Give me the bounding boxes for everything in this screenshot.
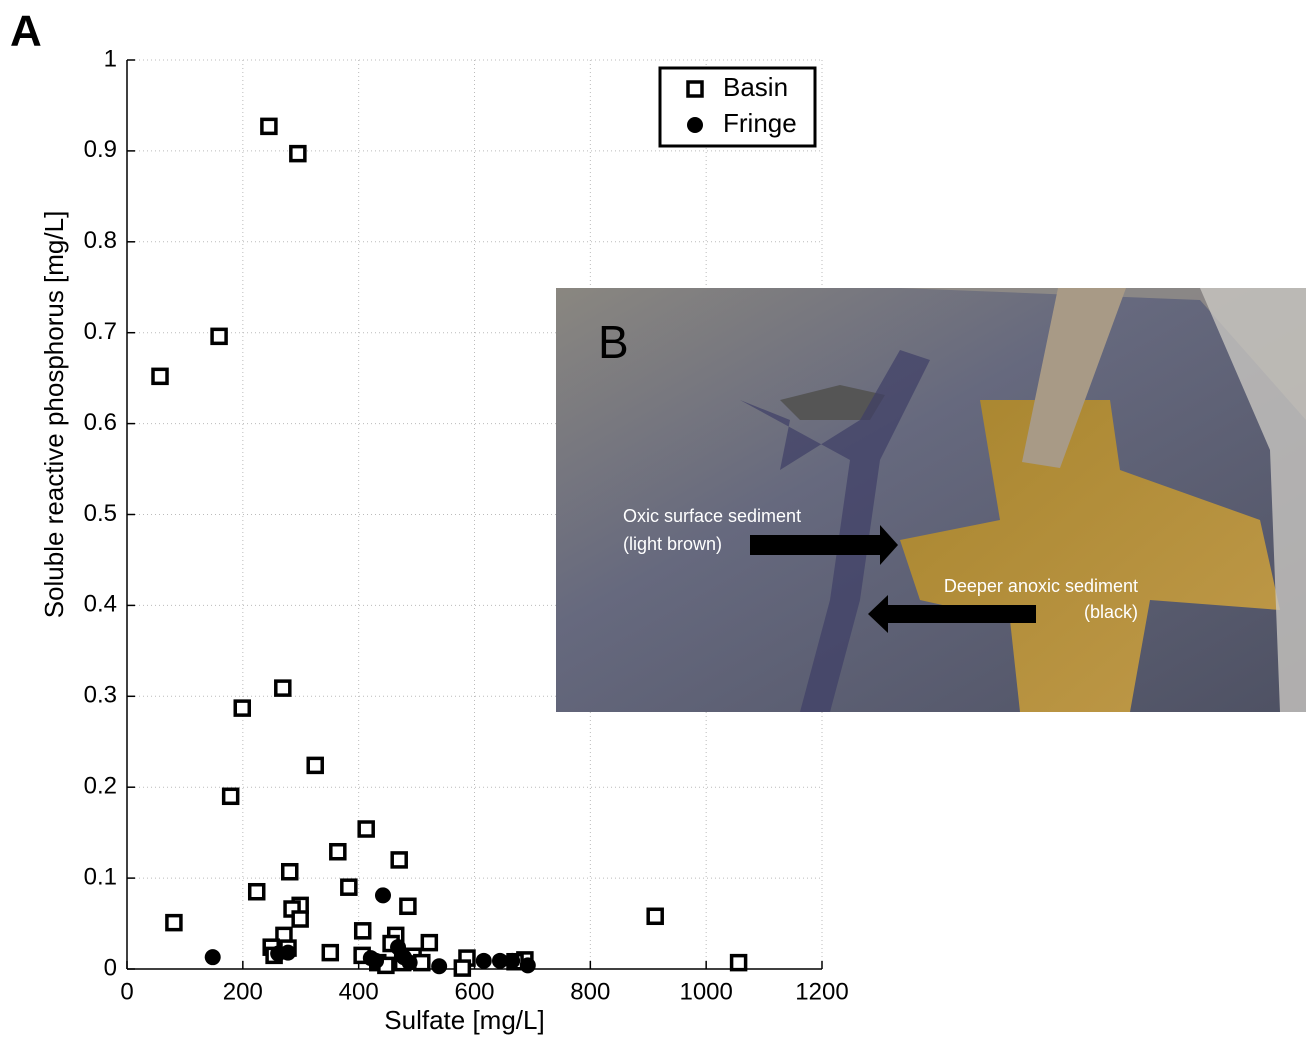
- square-marker: [329, 842, 347, 861]
- circle-marker: [204, 949, 221, 966]
- square-marker: [221, 787, 240, 806]
- arrow: [750, 525, 898, 565]
- y-tick-label: 0.4: [84, 591, 117, 618]
- circle-marker: [504, 952, 521, 969]
- square-marker: [357, 820, 375, 838]
- x-tick-label: 0: [120, 978, 133, 1005]
- photo-rock: [780, 385, 885, 420]
- square-marker: [321, 943, 340, 962]
- photo-annotation: (light brown): [623, 534, 722, 554]
- square-marker: [289, 144, 307, 163]
- y-axis-label: Soluble reactive phosphorus [mg/L]: [39, 211, 69, 619]
- photo-annotation: Oxic surface sediment: [623, 506, 801, 526]
- x-tick-label: 800: [570, 978, 610, 1005]
- arrow: [868, 595, 1036, 633]
- square-marker: [280, 862, 299, 881]
- square-marker: [165, 913, 183, 932]
- circle-marker: [374, 887, 391, 904]
- photo-post: [1022, 288, 1126, 468]
- square-marker: [233, 699, 252, 717]
- square-marker: [453, 959, 472, 977]
- square-marker: [686, 80, 704, 98]
- legend: Basin Fringe: [658, 66, 817, 148]
- photo-crack: [740, 350, 930, 712]
- square-marker: [247, 882, 266, 901]
- x-tick-label: 200: [223, 978, 263, 1005]
- photo-sediment: [900, 400, 1280, 712]
- square-marker: [729, 953, 748, 972]
- circle-marker: [431, 958, 448, 975]
- circle-marker: [475, 952, 492, 969]
- x-tick-label: 1000: [679, 978, 732, 1005]
- square-marker: [151, 367, 169, 386]
- y-tick-label: 0.8: [84, 227, 117, 254]
- square-marker: [353, 922, 372, 940]
- circle-marker: [687, 117, 703, 133]
- y-tick-label: 0.3: [84, 682, 117, 709]
- y-tick-label: 0.7: [84, 318, 117, 345]
- y-tick-label: 0.1: [84, 863, 117, 890]
- legend-label: Basin: [723, 72, 788, 102]
- photo-inset: B Oxic surface sediment (light brown) Deep…: [556, 288, 1306, 712]
- square-marker: [420, 933, 439, 952]
- x-tick-label: 1200: [795, 978, 848, 1005]
- panel-label: A: [10, 7, 42, 56]
- square-marker: [390, 851, 408, 869]
- photo-annotation: (black): [1084, 602, 1138, 622]
- legend-box: [658, 66, 817, 148]
- x-axis-label: Sulfate [mg/L]: [384, 1005, 544, 1035]
- square-marker: [306, 756, 324, 775]
- square-marker: [274, 679, 292, 697]
- square-marker: [340, 878, 358, 896]
- y-tick-label: 0.5: [84, 500, 117, 527]
- plot-area: 0 0.1 0.2 0.3 0.4 0.5 0.6 0.7 0.8 0.9 1 0 200 400 600 8…: [39, 45, 849, 1035]
- circle-marker: [280, 944, 297, 961]
- x-tick-label: 600: [454, 978, 494, 1005]
- y-tick-label: 0.6: [84, 409, 117, 436]
- y-tick-label: 1: [104, 45, 117, 72]
- circle-marker: [519, 957, 536, 974]
- square-marker: [291, 910, 309, 928]
- circle-marker: [491, 952, 508, 969]
- legend-label: Fringe: [723, 108, 797, 138]
- square-marker: [646, 907, 664, 926]
- square-marker: [260, 117, 278, 136]
- square-marker: [210, 327, 228, 346]
- inset-label: B: [598, 316, 629, 368]
- photo-wall: [1200, 288, 1306, 712]
- photo-annotation: Deeper anoxic sediment: [944, 576, 1138, 596]
- square-marker: [399, 897, 417, 916]
- y-tick-label: 0.2: [84, 773, 117, 800]
- circle-marker: [368, 952, 385, 969]
- circle-marker: [401, 954, 418, 971]
- y-tick-label: 0.9: [84, 136, 117, 163]
- y-tick-label: 0: [104, 954, 117, 981]
- x-tick-label: 400: [339, 978, 379, 1005]
